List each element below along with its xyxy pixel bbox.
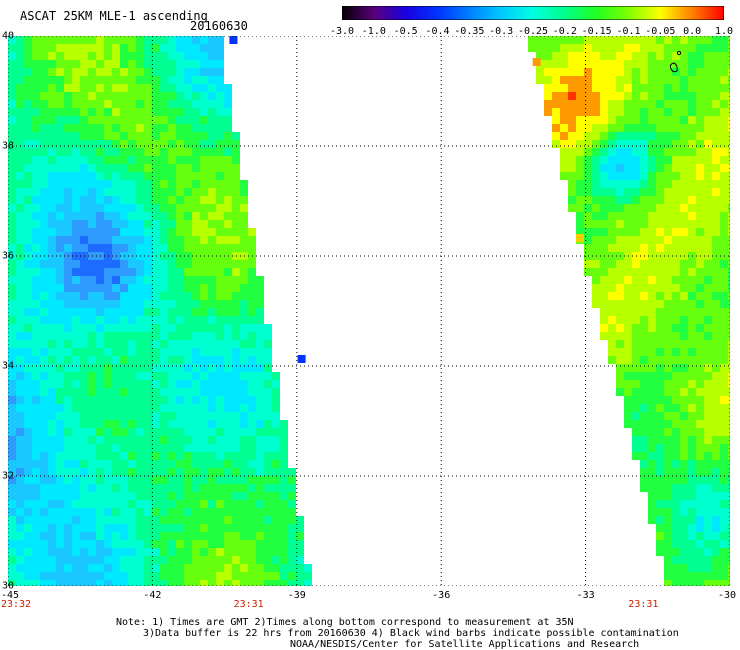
swath-west-cells	[8, 36, 264, 586]
lat-tick-label: 30	[2, 580, 15, 592]
lon-tick-label: -45	[0, 590, 20, 601]
note-line-1: Note: 1) Times are GMT 2)Times along bot…	[116, 617, 574, 628]
island-outline	[669, 62, 678, 73]
swath-layer	[8, 36, 730, 586]
color-scale-tick: -0.1	[616, 26, 641, 37]
color-scale-tick: -0.4	[425, 26, 450, 37]
lat-lon-grid	[8, 36, 730, 586]
island-outlines	[669, 50, 682, 73]
edge-cell	[575, 234, 584, 242]
lat-tick-label: 32	[2, 470, 15, 482]
swath-east-cells	[600, 140, 730, 556]
time-label: 23:32	[0, 599, 32, 610]
time-label: 23:31	[628, 599, 659, 610]
color-scale-tick: 1.0	[714, 26, 734, 37]
ascat-mle-map	[8, 36, 730, 586]
time-label: 23:31	[233, 599, 264, 610]
swath-east-cells	[568, 92, 576, 100]
swath-east-cells	[536, 36, 730, 444]
lat-tick-label: 34	[2, 360, 15, 372]
swath-west-cells	[48, 36, 256, 586]
lat-tick-label: 36	[2, 250, 15, 262]
lon-tick-label: -30	[717, 590, 737, 601]
edge-cell	[297, 355, 306, 363]
swath-east-cells	[528, 36, 730, 586]
edge-cell	[229, 36, 238, 44]
color-scale-tick: -0.35	[454, 26, 485, 37]
color-scale-tick: -3.0	[329, 26, 355, 37]
note-line-3: NOAA/NESDIS/Center for Satellite Applica…	[290, 639, 640, 650]
color-scale-bar	[342, 6, 724, 20]
island-outline-small	[676, 50, 682, 56]
note-line-2: 3)Data buffer is 22 hrs from 20160630 4)…	[143, 628, 679, 639]
lon-tick-label: -33	[576, 590, 595, 601]
color-scale-tick: -0.15	[581, 26, 612, 37]
color-scale-tick: -1.0	[361, 26, 386, 37]
color-scale-tick: -0.2	[552, 26, 577, 37]
swath-east-cells	[616, 164, 624, 172]
color-scale-tick: 0.0	[683, 26, 702, 37]
color-scale-tick: -0.05	[645, 26, 676, 37]
swath-west-cells	[8, 36, 312, 586]
lat-tick-label: 38	[2, 140, 15, 152]
swath-west-cells	[72, 236, 120, 284]
lon-tick-label: -42	[143, 590, 162, 601]
color-scale-tick: -0.5	[393, 26, 418, 37]
swath-east-cells	[568, 36, 730, 586]
swath-east-cells	[592, 132, 730, 572]
color-scale-tick: -0.25	[517, 26, 549, 37]
lon-tick-label: -39	[287, 590, 306, 601]
swath-east-cells	[544, 68, 600, 140]
edge-cell	[532, 58, 541, 66]
color-scale-tick: -0.3	[489, 26, 514, 37]
color-scale-gradient	[342, 6, 724, 20]
lat-tick-label: 40	[2, 30, 15, 42]
lon-tick-label: -36	[432, 590, 451, 601]
map-title: ASCAT 25KM MLE-1 ascending	[20, 9, 208, 23]
map-date: 20160630	[190, 19, 248, 33]
